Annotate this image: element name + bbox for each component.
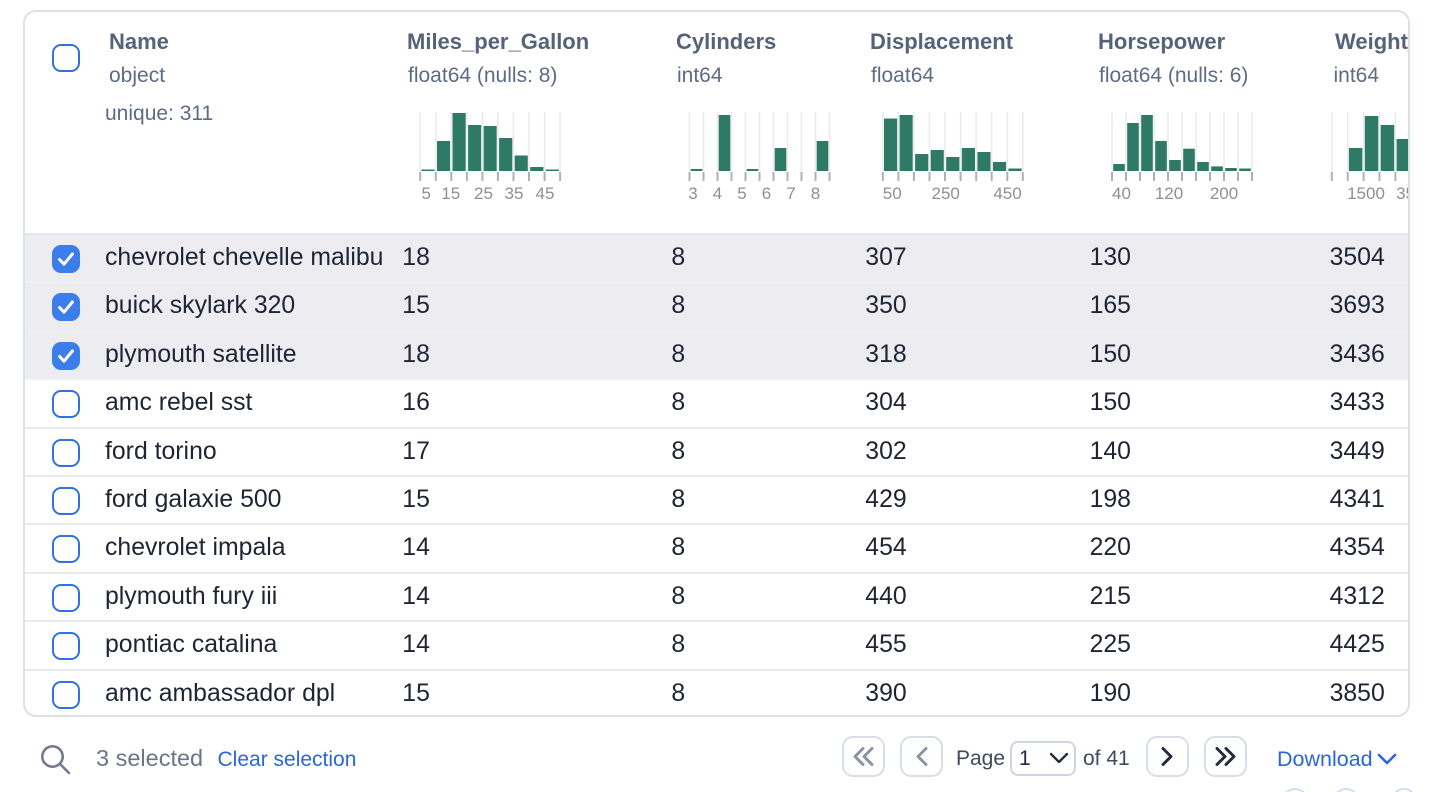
svg-text:250: 250	[932, 184, 960, 203]
svg-text:120: 120	[1155, 184, 1183, 203]
svg-text:7: 7	[786, 184, 795, 203]
svg-text:35: 35	[505, 184, 524, 203]
svg-text:3: 3	[688, 184, 697, 203]
svg-text:200: 200	[1210, 184, 1238, 203]
svg-text:3500: 3500	[1396, 184, 1410, 203]
svg-text:5: 5	[421, 184, 430, 203]
svg-text:6: 6	[762, 184, 771, 203]
svg-text:25: 25	[474, 184, 493, 203]
svg-text:5: 5	[737, 184, 746, 203]
svg-text:40: 40	[1112, 184, 1131, 203]
svg-text:8: 8	[811, 184, 820, 203]
svg-text:1500: 1500	[1347, 184, 1385, 203]
svg-text:450: 450	[993, 184, 1021, 203]
svg-text:45: 45	[536, 184, 555, 203]
svg-text:15: 15	[441, 184, 460, 203]
svg-text:50: 50	[883, 184, 902, 203]
svg-text:4: 4	[713, 184, 722, 203]
